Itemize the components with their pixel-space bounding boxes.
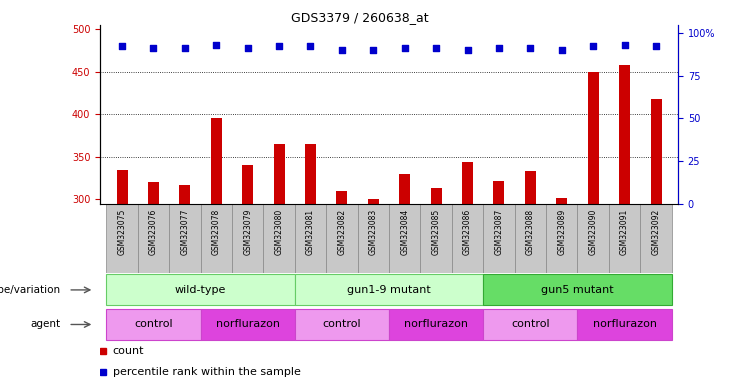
Text: agent: agent (30, 319, 61, 329)
Bar (556, 199, 568, 204)
Bar (336, 191, 348, 204)
Point (179, 45, 190, 51)
Text: gun1-9 mutant: gun1-9 mutant (347, 285, 431, 295)
Point (525, 45, 536, 51)
Text: GSM323084: GSM323084 (400, 209, 409, 255)
Bar (619, 65, 630, 204)
Bar (389, 309, 483, 340)
Text: control: control (322, 319, 361, 329)
Point (242, 45, 253, 51)
Bar (106, 309, 201, 340)
Text: norflurazon: norflurazon (593, 319, 657, 329)
Bar (483, 204, 515, 273)
Bar (515, 204, 546, 273)
Point (210, 42, 222, 48)
Text: control: control (511, 319, 550, 329)
Bar (179, 185, 190, 204)
Text: GSM323075: GSM323075 (118, 209, 127, 255)
Point (493, 45, 505, 51)
Text: control: control (134, 319, 173, 329)
Text: GSM323080: GSM323080 (275, 209, 284, 255)
Bar (232, 204, 263, 273)
Bar (462, 162, 473, 204)
Bar (588, 72, 599, 204)
Bar (483, 274, 672, 306)
Point (588, 43, 599, 49)
Text: GSM323079: GSM323079 (243, 209, 252, 255)
Point (147, 45, 159, 51)
Text: GSM323090: GSM323090 (588, 209, 598, 255)
Text: GSM323077: GSM323077 (180, 209, 190, 255)
Bar (651, 99, 662, 204)
Bar (169, 204, 201, 273)
Text: GSM323091: GSM323091 (620, 209, 629, 255)
Bar (295, 274, 483, 306)
Bar (295, 309, 389, 340)
Bar (106, 204, 138, 273)
Bar (263, 204, 295, 273)
Bar (148, 182, 159, 204)
Bar (210, 119, 222, 204)
Bar (138, 204, 169, 273)
Text: GSM323087: GSM323087 (494, 209, 503, 255)
Point (305, 43, 316, 49)
Point (462, 46, 473, 53)
Bar (326, 204, 358, 273)
Text: percentile rank within the sample: percentile rank within the sample (113, 367, 301, 377)
Bar (577, 309, 672, 340)
Text: GSM323088: GSM323088 (526, 209, 535, 255)
Point (619, 42, 631, 48)
Point (273, 43, 285, 49)
Bar (640, 204, 672, 273)
Bar (368, 199, 379, 204)
Bar (389, 204, 420, 273)
Point (399, 45, 411, 51)
Bar (577, 204, 609, 273)
Bar (273, 144, 285, 204)
Point (431, 45, 442, 51)
Text: GSM323081: GSM323081 (306, 209, 315, 255)
Bar (305, 144, 316, 204)
Text: GSM323076: GSM323076 (149, 209, 158, 255)
Bar (452, 204, 483, 273)
Point (116, 43, 128, 49)
Bar (494, 180, 505, 204)
Text: GSM323083: GSM323083 (369, 209, 378, 255)
Bar (546, 204, 577, 273)
Text: GSM323078: GSM323078 (212, 209, 221, 255)
Text: GSM323092: GSM323092 (651, 209, 660, 255)
Text: norflurazon: norflurazon (404, 319, 468, 329)
Bar (201, 204, 232, 273)
Text: count: count (113, 346, 144, 356)
Text: gun5 mutant: gun5 mutant (541, 285, 614, 295)
Text: wild-type: wild-type (175, 285, 226, 295)
Bar (431, 188, 442, 204)
Bar (201, 309, 295, 340)
Bar (116, 169, 127, 204)
Text: norflurazon: norflurazon (216, 319, 279, 329)
Text: genotype/variation: genotype/variation (0, 285, 61, 295)
Text: GSM323085: GSM323085 (432, 209, 441, 255)
Bar (483, 309, 577, 340)
Bar (242, 165, 253, 204)
Bar (106, 274, 295, 306)
Point (650, 43, 662, 49)
Title: GDS3379 / 260638_at: GDS3379 / 260638_at (291, 11, 429, 24)
Point (368, 46, 379, 53)
Point (336, 46, 348, 53)
Text: GSM323086: GSM323086 (463, 209, 472, 255)
Text: GSM323082: GSM323082 (337, 209, 346, 255)
Point (556, 46, 568, 53)
Bar (399, 174, 411, 204)
Text: GSM323089: GSM323089 (557, 209, 566, 255)
Bar (525, 171, 536, 204)
Bar (420, 204, 452, 273)
Bar (609, 204, 640, 273)
Bar (358, 204, 389, 273)
Bar (295, 204, 326, 273)
